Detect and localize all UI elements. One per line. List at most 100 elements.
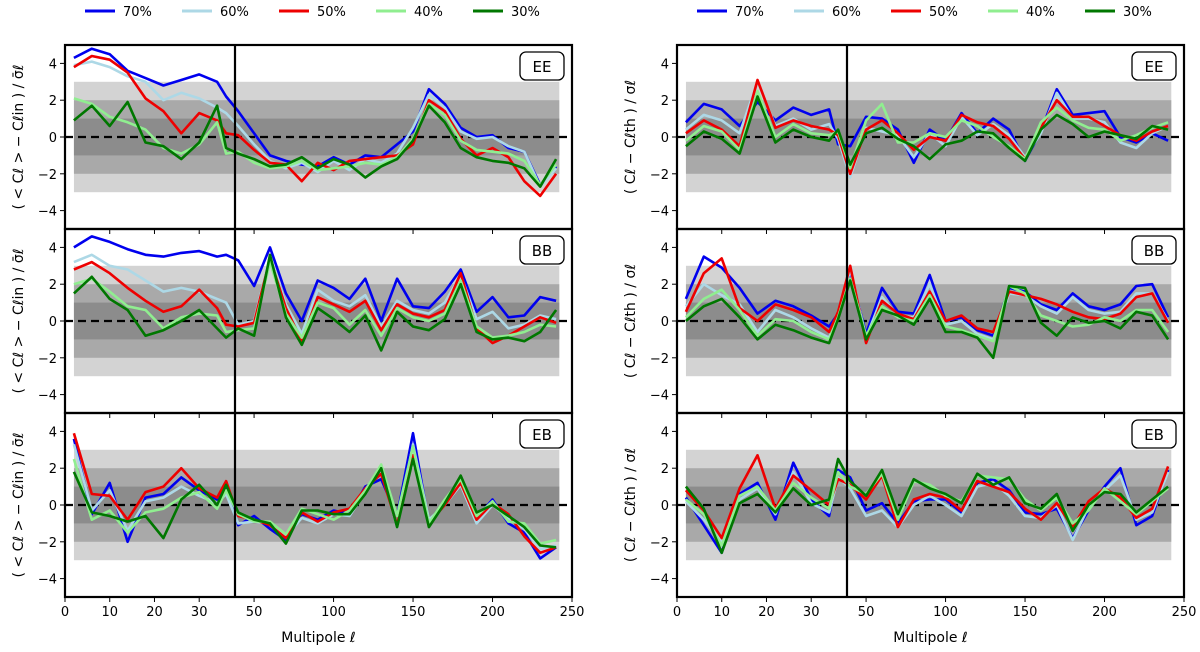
legend-left: 70% 60% 50% 40% 30% [85,5,540,20]
panel-right-eb: −4 −2 0 2 4 0 10 20 30 50 100 150 200 250 EB ( Cℓ − Cℓt… [623,411,1196,620]
x-tick-label: 10 [713,605,730,620]
y-tick-label: −4 [38,205,57,220]
panel-left-bb: −4 −2 0 2 4 BB ( < Cℓ > − Cℓin ) / σ̄ℓ [11,227,574,418]
x-tick-label: 150 [401,605,426,620]
x-tick-label: 20 [146,605,163,620]
y-tick-label: −4 [650,205,669,220]
spectrum-badge [1131,51,1177,81]
spectrum-badge-label: EE [1145,58,1164,76]
y-tick-label: 0 [661,499,669,514]
series-30pct [685,279,1170,360]
spectrum-badge-label: EB [1144,426,1164,444]
x-tick-label: 10 [101,605,118,620]
series-70pct [73,235,557,323]
series-group [72,431,557,560]
x-tick-label: 50 [246,605,263,620]
x-tick-label: 100 [933,605,958,620]
x-tick-label: 250 [560,605,585,620]
spectrum-badge-label: EB [532,426,552,444]
spectrum-badge [1131,235,1177,265]
x-tick-label: 0 [61,605,69,620]
y-axis-title: ( < Cℓ > − Cℓin ) / σ̄ℓ [11,433,27,578]
y-axis-title: ( < Cℓ > − Cℓin ) / σ̄ℓ [11,249,27,394]
y-tick-label: 2 [49,94,57,109]
legend-label: 60% [220,5,249,20]
legend-label: 70% [735,5,764,20]
series-70pct [684,255,1170,338]
series-50pct [72,432,557,555]
panel-left-ee: −4 −2 0 2 4 EE ( < Cℓ > − Cℓin ) / σ̄ℓ [11,43,574,234]
series-group [684,453,1170,555]
legend-label: 30% [1123,5,1152,20]
y-tick-label: −4 [650,389,669,404]
y-axis-title: ( Cℓ − Cℓth ) / σℓ [623,80,639,194]
spectrum-badge [519,419,565,449]
y-tick-label: 4 [49,241,57,256]
y-axis-title: ( Cℓ − Cℓth ) / σℓ [623,448,639,562]
legend-label: 70% [123,5,152,20]
legend-label: 60% [832,5,861,20]
spectrum-badge [519,51,565,81]
legend-label: 30% [511,5,540,20]
series-50pct [73,54,558,198]
y-axis-title: ( < Cℓ > − Cℓin ) / σ̄ℓ [11,65,27,210]
x-tick-label: 200 [480,605,505,620]
y-tick-label: 0 [661,315,669,330]
y-tick-label: −2 [38,168,57,183]
y-tick-label: −2 [650,352,669,367]
series-40pct [73,97,558,187]
x-tick-label: 30 [803,605,820,620]
series-30pct [685,95,1169,166]
y-tick-label: −2 [38,536,57,551]
series-group [684,78,1169,179]
legend-label: 40% [414,5,443,20]
y-tick-label: 4 [49,57,57,72]
series-70pct [684,87,1169,165]
y-tick-label: 2 [49,278,57,293]
panel-right-bb: −4 −2 0 2 4 BB ( Cℓ − Cℓth ) / σℓ [623,227,1186,418]
series-30pct [73,100,558,188]
y-tick-label: −4 [38,573,57,588]
series-70pct [73,47,558,187]
y-tick-label: −2 [650,536,669,551]
spectrum-badge-label: BB [1144,242,1165,260]
series-60pct [72,442,557,551]
legend-label: 40% [1026,5,1055,20]
series-50pct [685,78,1169,176]
y-tick-label: 4 [661,57,669,72]
y-tick-label: −4 [38,389,57,404]
panel-right-ee: −4 −2 0 2 4 EE ( Cℓ − Cℓth ) / σℓ [623,43,1186,234]
series-40pct [685,89,1169,170]
x-axis-title: Multipole ℓ [893,630,967,646]
y-axis-title: ( Cℓ − Cℓth ) / σℓ [623,264,639,378]
series-30pct [684,457,1169,555]
y-tick-label: 2 [49,462,57,477]
y-tick-label: −2 [650,168,669,183]
series-group [73,47,558,198]
series-40pct [72,444,557,545]
x-tick-label: 0 [673,605,681,620]
x-tick-label: 50 [858,605,875,620]
x-tick-label: 150 [1013,605,1038,620]
y-tick-label: 4 [49,425,57,440]
series-60pct [73,60,558,188]
y-tick-label: 0 [49,315,57,330]
x-tick-label: 30 [191,605,208,620]
x-axis-title: Multipole ℓ [281,630,355,646]
series-30pct [72,457,557,549]
y-tick-label: −2 [38,352,57,367]
x-tick-label: 100 [321,605,346,620]
y-tick-label: 4 [661,241,669,256]
y-tick-label: −4 [650,573,669,588]
x-tick-label: 200 [1092,605,1117,620]
series-50pct [684,257,1170,345]
y-tick-label: 0 [661,131,669,146]
spectrum-badge-label: BB [532,242,553,260]
legend-right: 70% 60% 50% 40% 30% [697,5,1152,20]
y-tick-label: 4 [661,425,669,440]
series-group [73,235,558,352]
spectrum-badge [519,235,565,265]
series-60pct [684,268,1170,341]
series-60pct [73,253,557,336]
